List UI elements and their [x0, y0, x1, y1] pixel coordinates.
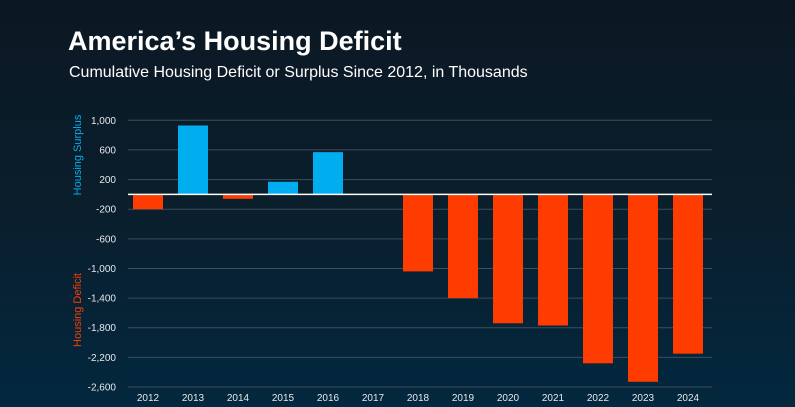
- chart-title: America’s Housing Deficit: [68, 26, 402, 56]
- y-tick-label: -1,000: [88, 264, 117, 275]
- bar-2012: [133, 194, 163, 210]
- y-tick-label: 200: [99, 175, 116, 186]
- bar-2015: [268, 181, 298, 195]
- y-tick-label: -2,600: [88, 383, 117, 394]
- y-tick-label: -1,400: [88, 294, 117, 305]
- x-tick-label: 2017: [362, 393, 385, 404]
- bar-2019: [448, 194, 478, 299]
- x-tick-label: 2023: [632, 393, 655, 404]
- y-label-surplus: Housing Surplus: [72, 114, 84, 195]
- bar-2022: [583, 194, 613, 364]
- x-tick-label: 2013: [182, 393, 205, 404]
- chart-subtitle: Cumulative Housing Deficit or Surplus Si…: [69, 64, 528, 81]
- bar-2021: [538, 194, 568, 326]
- x-tick-label: 2012: [137, 393, 160, 404]
- y-tick-label: -1,800: [88, 323, 117, 334]
- x-tick-label: 2014: [227, 393, 250, 404]
- y-tick-label: -200: [96, 205, 116, 216]
- bars: [133, 125, 703, 382]
- bar-2016: [313, 152, 343, 195]
- x-axis-ticks: 2012 2013 2014 2015 2016 2017 2018 2019 2020 2021…: [137, 393, 700, 404]
- y-label-deficit: Housing Deficit: [72, 273, 84, 347]
- x-tick-label: 2019: [452, 393, 475, 404]
- bar-2013: [178, 125, 208, 195]
- x-tick-label: 2020: [497, 393, 520, 404]
- y-tick-label: 1,000: [91, 116, 116, 127]
- y-tick-label: 600: [99, 145, 116, 156]
- y-tick-label: -2,200: [88, 353, 117, 364]
- bar-2018: [403, 194, 433, 272]
- x-tick-label: 2021: [542, 393, 565, 404]
- bar-2014: [223, 194, 253, 199]
- x-tick-label: 2015: [272, 393, 295, 404]
- bar-2024: [673, 194, 703, 354]
- x-tick-label: 2022: [587, 393, 610, 404]
- x-tick-label: 2016: [317, 393, 340, 404]
- bar-2023: [628, 194, 658, 382]
- y-tick-label: -600: [96, 234, 116, 245]
- x-tick-label: 2018: [407, 393, 430, 404]
- y-axis-ticks: 1,000 600 200 -200 -600 -1,000 -1,400 -1,800 -2,…: [88, 116, 117, 394]
- x-tick-label: 2024: [677, 393, 700, 404]
- bar-2020: [493, 194, 523, 324]
